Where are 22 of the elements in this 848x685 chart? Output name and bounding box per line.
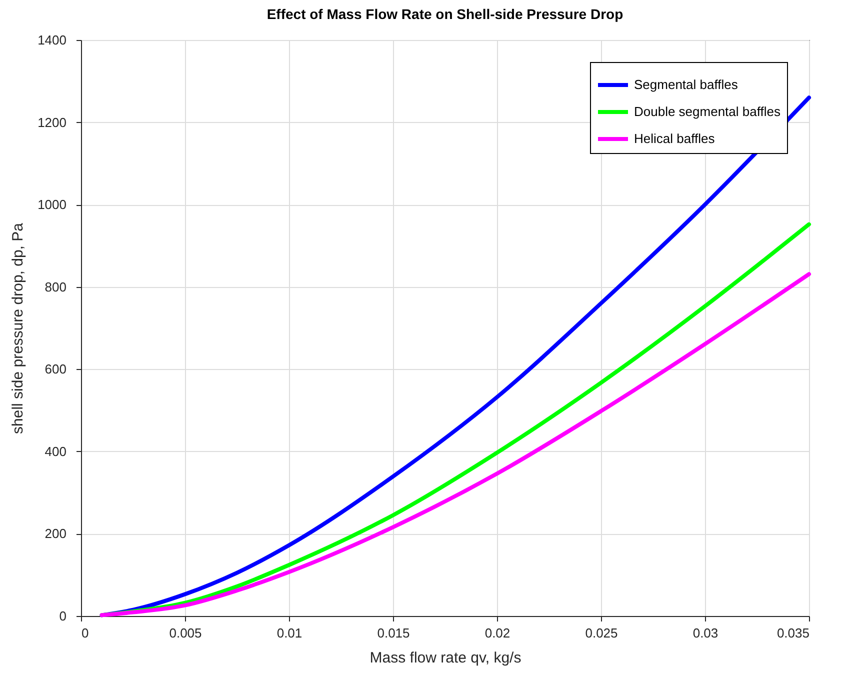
legend-label: Double segmental baffles (634, 104, 781, 119)
y-tick-label: 600 (44, 362, 66, 377)
x-tick-label: 0.015 (377, 626, 410, 640)
y-tick-label: 400 (44, 444, 66, 459)
x-tick-label: 0.01 (276, 626, 302, 640)
x-tick-label: 0.03 (692, 626, 718, 640)
x-tick-label: 0.035 (776, 626, 810, 640)
legend-label: Helical baffles (634, 131, 716, 146)
legend-label: Segmental baffles (634, 77, 738, 92)
y-tick-label: 200 (44, 526, 66, 542)
y-tick-label: 1000 (38, 197, 66, 212)
chart-title: Effect of Mass Flow Rate on Shell-side Pressure Drop (266, 6, 624, 22)
x-axis-title: Mass flow rate qv, kg/s (370, 650, 522, 666)
x-tick-label: 0.005 (169, 626, 202, 640)
x-tick-label: 0.02 (484, 626, 510, 640)
x-tick-label: 0.025 (585, 626, 618, 640)
y-axis-title: shell side pressure drop, dp, Pa (10, 222, 27, 434)
y-tick-label: 800 (44, 279, 66, 294)
x-tick-label: 0 (82, 626, 89, 640)
y-tick-label: 1200 (38, 114, 66, 130)
y-tick-label: 1400 (38, 32, 66, 48)
y-tick-label: 0 (59, 608, 66, 624)
